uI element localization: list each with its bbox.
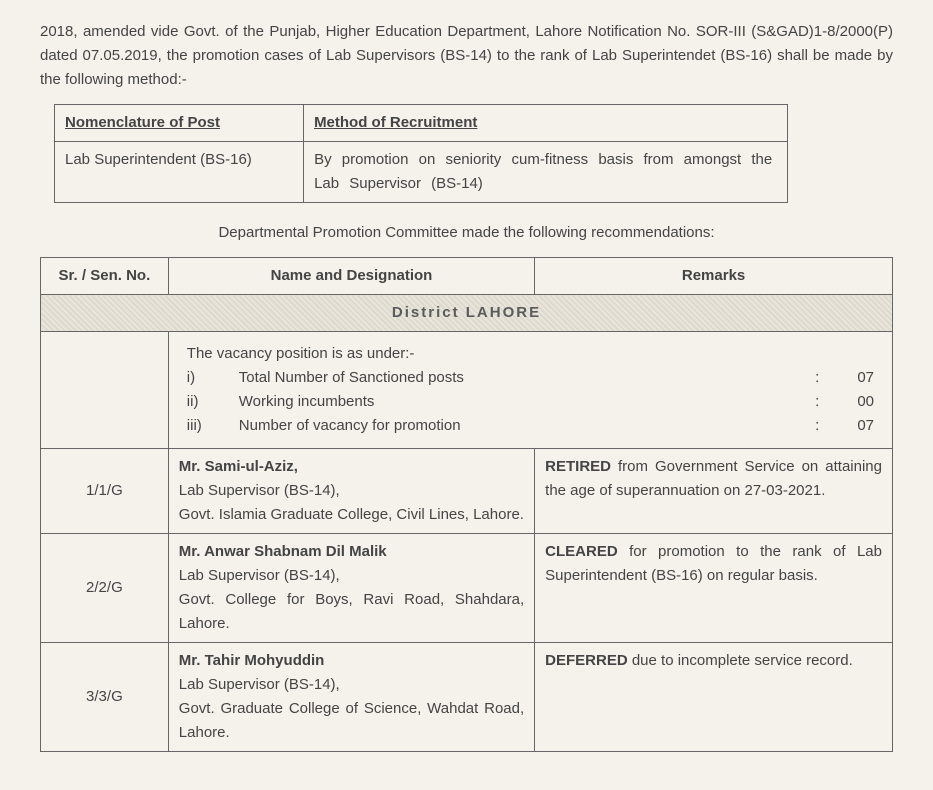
designation-line: Govt. Islamia Graduate College, Civil Li… (179, 506, 524, 523)
table-row: 3/3/G Mr. Tahir Mohyuddin Lab Supervisor (… (41, 643, 893, 752)
designation-line: Lab Supervisor (BS-14), (179, 567, 340, 584)
vacancy-sr-blank (41, 332, 169, 449)
remarks-cell: CLEARED for promotion to the rank of Lab… (535, 534, 893, 643)
vacancy-numeral: iii) (187, 414, 215, 438)
vacancy-label: Total Number of Sanctioned posts (239, 366, 464, 390)
intro-paragraph: 2018, amended vide Govt. of the Punjab, … (40, 20, 893, 92)
sr-cell: 1/1/G (41, 449, 169, 534)
district-band: District LAHORE (41, 295, 893, 332)
name-cell: Mr. Anwar Shabnam Dil Malik Lab Superviso… (168, 534, 534, 643)
vacancy-value: 00 (857, 390, 874, 414)
designation-line: Govt. College for Boys, Ravi Road, Shahd… (179, 591, 524, 632)
vacancy-colon: : (815, 414, 819, 438)
vacancy-value: 07 (857, 414, 874, 438)
vacancy-row: ii) Working incumbents: 00 (187, 390, 874, 414)
person-name: Mr. Anwar Shabnam Dil Malik (179, 543, 387, 560)
designation-line: Govt. Graduate College of Science, Wahda… (179, 700, 524, 741)
designation-line: Lab Supervisor (BS-14), (179, 482, 340, 499)
remark-text: due to incomplete service record. (628, 652, 853, 669)
remarks-cell: RETIRED from Government Service on attai… (535, 449, 893, 534)
vacancy-label: Working incumbents (239, 390, 375, 414)
th-sr: Sr. / Sen. No. (41, 258, 169, 295)
person-name: Mr. Sami-ul-Aziz, (179, 458, 298, 475)
promotion-table: Sr. / Sen. No. Name and Designation Rema… (40, 257, 893, 752)
name-cell: Mr. Tahir Mohyuddin Lab Supervisor (BS-14… (168, 643, 534, 752)
remarks-cell: DEFERRED due to incomplete service recor… (535, 643, 893, 752)
vacancy-colon: : (815, 390, 819, 414)
remark-status: RETIRED (545, 458, 611, 475)
vacancy-numeral: i) (187, 366, 215, 390)
method-cell-1: Lab Superintendent (BS-16) (55, 142, 304, 203)
th-remarks: Remarks (535, 258, 893, 295)
vacancy-row: i) Total Number of Sanctioned posts: 07 (187, 366, 874, 390)
vacancy-colon: : (815, 366, 819, 390)
method-table: Nomenclature of Post Method of Recruitme… (54, 104, 788, 203)
method-cell-2: By promotion on seniority cum-fitness ba… (304, 142, 788, 203)
remark-status: CLEARED (545, 543, 618, 560)
vacancy-value: 07 (857, 366, 874, 390)
sr-cell: 2/2/G (41, 534, 169, 643)
sr-cell: 3/3/G (41, 643, 169, 752)
vacancy-cell: The vacancy position is as under:- i) Tot… (168, 332, 892, 449)
table-row: 2/2/G Mr. Anwar Shabnam Dil Malik Lab Supe… (41, 534, 893, 643)
designation-line: Lab Supervisor (BS-14), (179, 676, 340, 693)
vacancy-title: The vacancy position is as under:- (187, 342, 874, 366)
vacancy-row: iii) Number of vacancy for promotion: 07 (187, 414, 874, 438)
method-head-2: Method of Recruitment (304, 105, 788, 142)
name-cell: Mr. Sami-ul-Aziz, Lab Supervisor (BS-14),… (168, 449, 534, 534)
method-head-1: Nomenclature of Post (55, 105, 304, 142)
person-name: Mr. Tahir Mohyuddin (179, 652, 325, 669)
remark-status: DEFERRED (545, 652, 628, 669)
vacancy-label: Number of vacancy for promotion (239, 414, 461, 438)
th-name: Name and Designation (168, 258, 534, 295)
vacancy-numeral: ii) (187, 390, 215, 414)
committee-intro: Departmental Promotion Committee made th… (40, 221, 893, 245)
table-row: 1/1/G Mr. Sami-ul-Aziz, Lab Supervisor (BS… (41, 449, 893, 534)
